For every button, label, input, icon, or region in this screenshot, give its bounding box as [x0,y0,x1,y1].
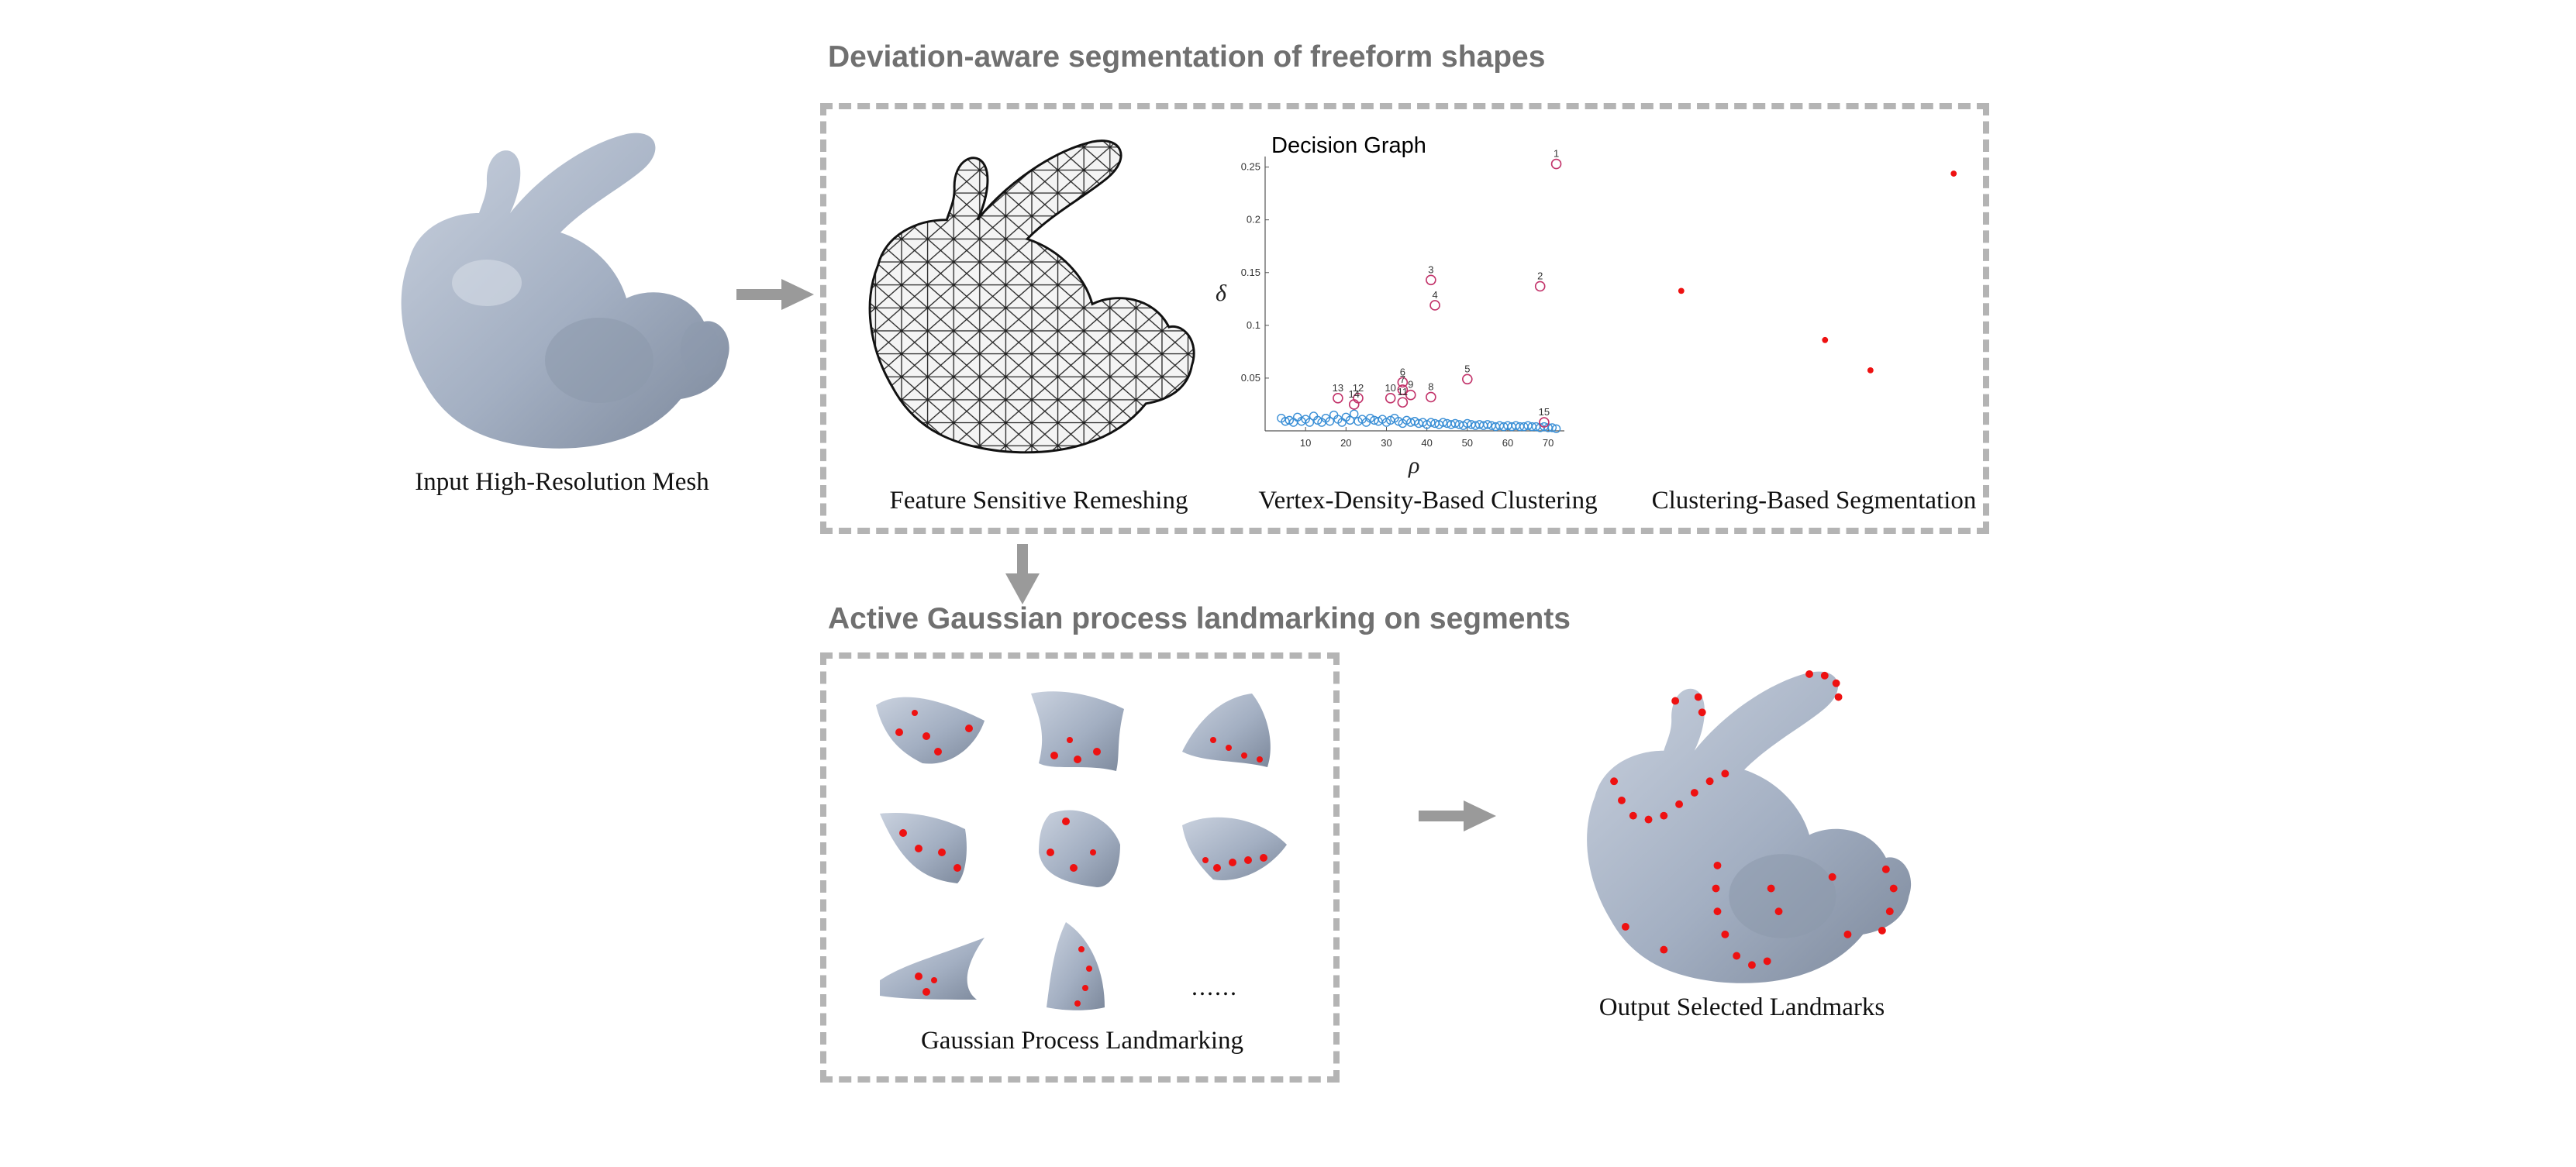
y-tick-label: 0.1 [1247,319,1260,331]
arrow-down-icon [1005,544,1040,604]
data-point [1463,418,1472,429]
segment-patch-3 [1182,694,1271,767]
cluster-center-point [1348,399,1360,410]
remeshing-caption: Feature Sensitive Remeshing [889,487,1188,515]
x-tick-label: 20 [1340,437,1351,449]
cluster-center-point [1429,300,1440,311]
cluster-center-label: 5 [1464,363,1470,374]
cluster-center-point [1539,417,1550,428]
cluster-center-point [1397,397,1409,408]
cluster-center-label: 7 [1400,374,1405,385]
cluster-center-label: 6 [1400,366,1405,377]
input-mesh-caption: Input High-Resolution Mesh [415,468,709,496]
cluster-center-point [1462,374,1473,385]
y-tick-label: 0.15 [1241,267,1260,278]
cluster-center-label: 11 [1398,386,1409,398]
segment-patch-6 [1182,817,1287,880]
x-tick-label: 40 [1421,437,1432,449]
cluster-center-label: 3 [1428,263,1433,275]
cluster-center-label: 9 [1408,379,1413,391]
data-point [1483,420,1492,429]
x-axis-label: ρ [1409,453,1420,478]
data-point [1305,418,1315,427]
segmented-bunny [1643,148,1964,456]
y-tick-label: 0.25 [1241,161,1260,173]
decision-graph-chart: 10 20 30 40 50 60 700.050.10.150.20.2512345678… [1241,148,1564,449]
cluster-center-point [1333,392,1343,404]
cluster-center-label: 2 [1537,270,1543,281]
clustering-caption: Vertex-Density-Based Clustering [1258,487,1598,515]
cluster-center-label: 12 [1353,382,1364,394]
segment-patch-7 [880,938,985,1000]
data-point [1551,424,1561,433]
data-point [1350,409,1359,418]
x-tick-label: 10 [1300,437,1311,449]
remeshed-bunny [860,136,1202,457]
cluster-center-point [1397,384,1409,395]
y-tick-label: 0.2 [1247,214,1260,225]
segmentation-caption: Clustering-Based Segmentation [1651,487,1977,515]
more-segments-ellipsis: ...... [1191,972,1238,1000]
segment-patch-1 [876,697,985,764]
cluster-center-label: 4 [1432,289,1437,301]
cluster-center-point [1550,158,1562,170]
cluster-center-point [1426,274,1436,286]
segment-patch-5 [1039,810,1120,887]
segmentation-panel [820,103,1989,534]
cluster-center-point [1385,392,1396,404]
cluster-center-point [1405,389,1416,401]
x-tick-label: 50 [1462,437,1473,449]
segment-patch-2 [1031,691,1124,771]
output-landmarked-bunny [1574,670,1923,988]
cluster-center-point [1397,377,1409,388]
cluster-center-label: 1 [1554,148,1559,160]
cluster-center-label: 15 [1539,406,1550,418]
data-point [1438,418,1448,427]
data-point [1426,418,1436,427]
arrow-right-icon [1419,800,1496,831]
y-tick-label: 0.05 [1241,372,1260,384]
segmentation-heading: Deviation-aware segmentation of freeform… [828,40,1546,74]
x-tick-label: 30 [1381,437,1391,449]
x-tick-label: 70 [1543,437,1554,449]
x-tick-label: 60 [1502,437,1513,449]
data-point [1450,418,1460,429]
data-point [1547,423,1557,432]
output-caption: Output Selected Landmarks [1598,993,1885,1021]
y-axis-label: δ [1216,281,1226,306]
cluster-center-label: 13 [1333,382,1343,394]
landmarking-heading: Active Gaussian process landmarking on s… [828,602,1571,635]
cluster-center-label: 10 [1385,382,1395,394]
segment-patch-8 [1047,922,1105,1010]
data-point [1325,417,1335,426]
cluster-center-label: 8 [1428,380,1433,392]
input-bunny-mesh [394,128,735,453]
arrow-right-icon [736,279,814,310]
cluster-center-point [1534,281,1546,292]
gp-landmarking-caption: Gaussian Process Landmarking [920,1027,1244,1055]
cluster-center-label: 14 [1349,388,1360,400]
segment-patch-4 [880,813,967,883]
landmarking-panel [820,652,1340,1083]
cluster-center-point [1426,391,1436,403]
chart-title: Decision Graph [1271,133,1426,158]
